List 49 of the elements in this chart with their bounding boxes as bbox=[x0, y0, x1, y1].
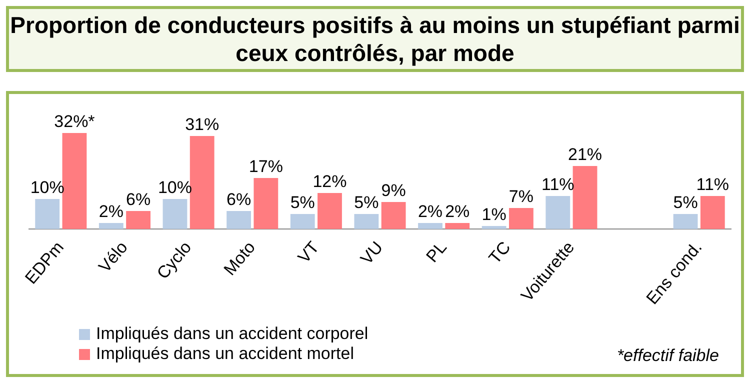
data-label: 11% bbox=[542, 175, 574, 194]
data-label: 5% bbox=[290, 193, 315, 212]
data-label: 5% bbox=[673, 193, 698, 212]
x-tick-label: VU bbox=[356, 238, 387, 268]
data-label: 10% bbox=[30, 178, 64, 198]
chart-title: Proportion de conducteurs positifs à au moins un stupéfiant parmi ceux contrôlés, par mode bbox=[6, 6, 744, 72]
x-tick-label: PL bbox=[422, 238, 450, 266]
bar bbox=[354, 214, 379, 229]
data-label: 9% bbox=[381, 181, 406, 200]
bar bbox=[162, 198, 188, 229]
text: *effectif faible bbox=[616, 346, 719, 366]
legend-label: Impliqués dans un accident mortel bbox=[96, 344, 354, 364]
bar bbox=[190, 136, 214, 229]
bar bbox=[381, 202, 406, 229]
data-label: 6% bbox=[126, 190, 151, 210]
bar bbox=[290, 214, 315, 229]
data-label: 1% bbox=[482, 205, 506, 224]
bar bbox=[254, 178, 278, 229]
data-label: 10% bbox=[158, 178, 192, 198]
data-label: 2% bbox=[445, 202, 470, 222]
data-label: 17% bbox=[248, 157, 283, 176]
x-tick-label: Vélo bbox=[94, 238, 132, 276]
x-tick-label: TC bbox=[485, 238, 514, 268]
bar bbox=[418, 222, 442, 229]
data-label: 7% bbox=[508, 187, 534, 206]
bar bbox=[700, 196, 725, 229]
bar bbox=[546, 196, 570, 229]
bar bbox=[226, 210, 252, 229]
bar bbox=[482, 226, 506, 229]
x-tick-label: VT bbox=[294, 238, 323, 267]
data-label: 21% bbox=[568, 145, 602, 164]
data-label: 5% bbox=[354, 193, 379, 212]
bar bbox=[508, 208, 534, 229]
data-label: 2% bbox=[418, 202, 443, 222]
bar bbox=[673, 214, 698, 229]
data-label: 32%* bbox=[54, 112, 96, 132]
data-label: 12% bbox=[312, 172, 347, 192]
data-label: 31% bbox=[185, 115, 220, 134]
bar bbox=[572, 166, 598, 229]
bar bbox=[126, 210, 150, 229]
data-label: 2% bbox=[98, 202, 124, 222]
bar bbox=[35, 198, 60, 229]
bar bbox=[445, 222, 470, 229]
bar bbox=[318, 192, 342, 229]
data-label: 6% bbox=[226, 190, 252, 210]
data-label: 11% bbox=[696, 175, 730, 194]
bar bbox=[62, 133, 87, 229]
legend-label: Impliqués dans un accident corporel bbox=[96, 324, 368, 344]
bar bbox=[98, 222, 124, 229]
